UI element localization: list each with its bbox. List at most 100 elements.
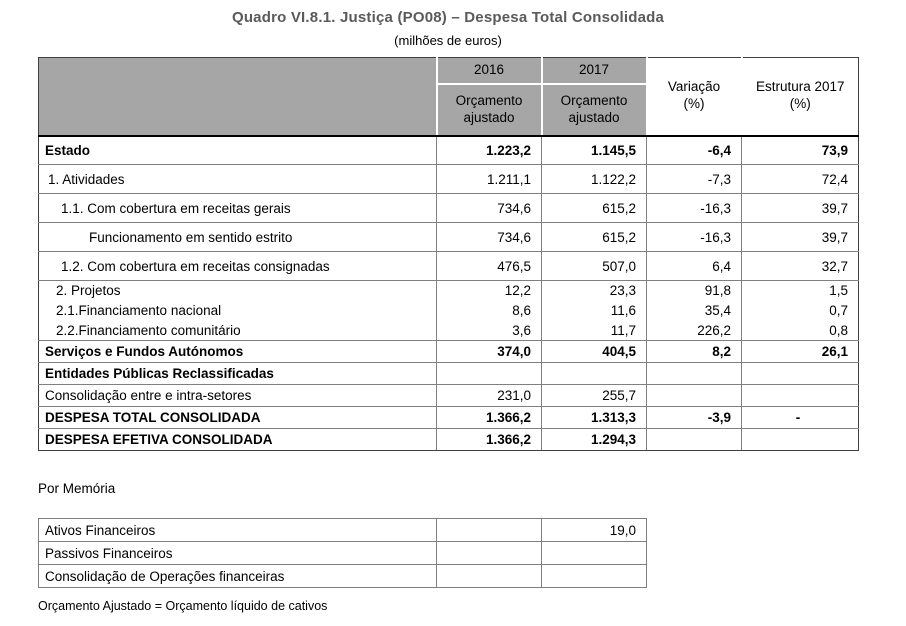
value-2016: 8,6: [436, 300, 542, 321]
value-2016: 231,0: [436, 384, 542, 407]
value-2016: 1.223,2: [436, 135, 542, 165]
value-variacao: [646, 362, 742, 385]
value-estrutura: 72,4: [741, 164, 859, 194]
table-row-receitas-consignadas: 1.2. Com cobertura em receitas consignad…: [38, 251, 859, 281]
value-estrutura: [741, 362, 859, 385]
table-row-consolidacao-setores: Consolidação entre e intra-setores 231,0…: [38, 384, 859, 407]
value-variacao: 226,2: [646, 320, 742, 341]
value-estrutura: [741, 428, 859, 451]
value-estrutura: 32,7: [741, 251, 859, 281]
memo-table: Ativos Financeiros 19,0 Passivos Finance…: [38, 518, 647, 588]
header-year-2017: 2017: [541, 57, 648, 85]
value-variacao: 8,2: [646, 340, 742, 363]
value-estrutura: 73,9: [741, 135, 859, 165]
footnote: Orçamento Ajustado = Orçamento líquido d…: [38, 599, 328, 613]
value-2017: 19,0: [541, 518, 647, 542]
value-estrutura: 39,7: [741, 193, 859, 223]
table-row-despesa-total: DESPESA TOTAL CONSOLIDADA 1.366,2 1.313,…: [38, 406, 859, 429]
value-2016: 1.366,2: [436, 406, 542, 429]
table-row-projetos: 2. Projetos 12,2 23,3 91,8 1,5: [39, 280, 859, 301]
value-estrutura: 0,7: [741, 300, 859, 321]
value-variacao: -16,3: [646, 193, 742, 223]
row-label: Funcionamento em sentido estrito: [38, 222, 437, 252]
value-2016: 734,6: [436, 222, 542, 252]
table-row-entidades-publicas: Entidades Públicas Reclassificadas: [38, 362, 859, 385]
table-row-estado: Estado 1.223,2 1.145,5 -6,4 73,9: [38, 135, 859, 165]
value-2017: 11,6: [541, 300, 647, 321]
table-row-financiamento-comunitario: 2.2.Financiamento comunitário 3,6 11,7 2…: [38, 320, 859, 341]
header-row-sub: Orçamento ajustado Orçamento ajustado: [39, 83, 859, 137]
header-blank-cell: [38, 57, 438, 137]
table-row-funcionamento: Funcionamento em sentido estrito 734,6 6…: [38, 222, 859, 252]
value-variacao: -6,4: [646, 135, 742, 165]
row-label: 2.2.Financiamento comunitário: [38, 320, 437, 341]
table-row-financiamento-nacional: 2.1.Financiamento nacional 8,6 11,6 35,4…: [39, 300, 859, 321]
value-2017: 1.122,2: [541, 164, 647, 194]
budget-table: 2016 2017 Variação (%) Estrutura 2017 (%…: [38, 57, 859, 451]
header-variacao-unit: (%): [683, 96, 705, 112]
row-label: Entidades Públicas Reclassificadas: [38, 362, 437, 385]
value-variacao: [646, 384, 742, 407]
value-2017: 507,0: [541, 251, 647, 281]
value-2016: 12,2: [436, 280, 542, 301]
row-label: Consolidação de Operações financeiras: [38, 564, 437, 588]
memo-row-consolidacao-operacoes: Consolidação de Operações financeiras: [38, 564, 647, 588]
value-2016: 476,5: [436, 251, 542, 281]
value-estrutura: 39,7: [741, 222, 859, 252]
value-2017: 1.145,5: [541, 135, 647, 165]
row-label: Consolidação entre e intra-setores: [38, 384, 437, 407]
row-label: DESPESA EFETIVA CONSOLIDADA: [38, 428, 437, 451]
value-2016: [436, 518, 542, 542]
memo-row-passivos: Passivos Financeiros: [38, 541, 647, 565]
table-row-servicos-fundos: Serviços e Fundos Autónomos 374,0 404,5 …: [38, 340, 859, 363]
row-label: Passivos Financeiros: [38, 541, 437, 565]
table-row-atividades: 1. Atividades 1.211,1 1.122,2 -7,3 72,4: [38, 164, 859, 194]
row-label: 1.1. Com cobertura em receitas gerais: [38, 193, 437, 223]
row-label: Ativos Financeiros: [38, 518, 437, 542]
memo-heading: Por Memória: [38, 481, 116, 496]
page-title: Quadro VI.8.1. Justiça (PO08) – Despesa …: [231, 9, 665, 26]
row-label: Estado: [38, 135, 437, 165]
value-2017: 615,2: [541, 193, 647, 223]
value-variacao: -7,3: [646, 164, 742, 194]
value-2017: 1.294,3: [541, 428, 647, 451]
value-estrutura: -: [741, 406, 859, 429]
value-estrutura: 0,8: [741, 320, 859, 341]
value-2016: 1.211,1: [436, 164, 542, 194]
value-estrutura: 26,1: [741, 340, 859, 363]
budget-table-body: Estado 1.223,2 1.145,5 -6,4 73,9 1. Ativ…: [38, 135, 859, 451]
header-estrutura-label: Estrutura 2017: [755, 79, 845, 95]
value-2016: [436, 564, 542, 588]
value-variacao: 91,8: [646, 280, 742, 301]
header-variacao-label: Variação: [667, 79, 721, 95]
document-page: Quadro VI.8.1. Justiça (PO08) – Despesa …: [38, 9, 859, 613]
header-sub-2017: Orçamento ajustado: [541, 83, 648, 137]
row-label: 2. Projetos: [56, 283, 121, 299]
value-2017: [541, 564, 647, 588]
value-2016: 1.366,2: [436, 428, 542, 451]
row-label: 1.2. Com cobertura em receitas consignad…: [38, 251, 437, 281]
table-row-receitas-gerais: 1.1. Com cobertura em receitas gerais 73…: [38, 193, 859, 223]
value-2017: 1.313,3: [541, 406, 647, 429]
value-estrutura: 1,5: [741, 280, 859, 301]
header-row-years: 2016 2017 Variação (%) Estrutura 2017 (%…: [38, 57, 859, 137]
value-2017: 11,7: [541, 320, 647, 341]
row-label: DESPESA TOTAL CONSOLIDADA: [38, 406, 437, 429]
value-2017: 23,3: [541, 280, 647, 301]
value-variacao: 35,4: [646, 300, 742, 321]
value-2016: [436, 541, 542, 565]
value-2017: [541, 362, 647, 385]
value-2016: [436, 362, 542, 385]
value-estrutura: [741, 384, 859, 407]
value-2016: 3,6: [436, 320, 542, 341]
value-2016: 374,0: [436, 340, 542, 363]
value-variacao: [646, 428, 742, 451]
value-2017: [541, 541, 647, 565]
value-variacao: -3,9: [646, 406, 742, 429]
header-estrutura-unit: (%): [789, 96, 811, 112]
value-variacao: -16,3: [646, 222, 742, 252]
header-sub-2016: Orçamento ajustado: [436, 83, 543, 137]
value-2017: 404,5: [541, 340, 647, 363]
row-label: 1. Atividades: [38, 164, 437, 194]
row-label: 2.1.Financiamento nacional: [56, 303, 222, 318]
